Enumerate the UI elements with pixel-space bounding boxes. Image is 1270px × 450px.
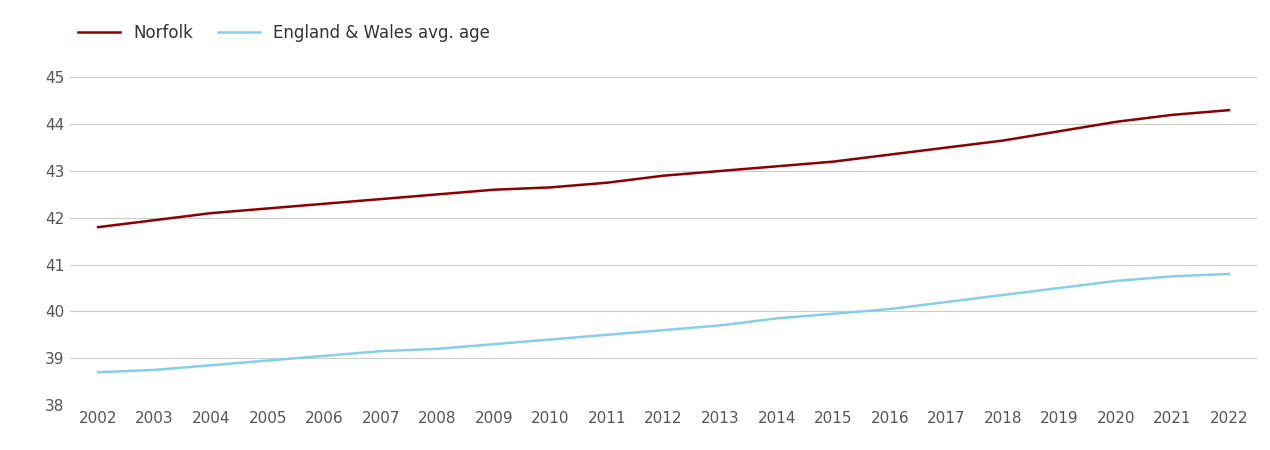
Norfolk bbox=[599, 180, 615, 185]
Norfolk bbox=[655, 173, 671, 178]
Norfolk bbox=[429, 192, 444, 197]
Norfolk bbox=[90, 225, 105, 230]
England & Wales avg. age bbox=[1165, 274, 1180, 279]
Norfolk bbox=[1109, 119, 1124, 125]
England & Wales avg. age bbox=[712, 323, 728, 328]
Norfolk bbox=[542, 184, 558, 190]
England & Wales avg. age bbox=[373, 348, 389, 354]
England & Wales avg. age bbox=[90, 369, 105, 375]
England & Wales avg. age bbox=[599, 332, 615, 338]
Legend: Norfolk, England & Wales avg. age: Norfolk, England & Wales avg. age bbox=[79, 24, 490, 42]
England & Wales avg. age bbox=[883, 306, 898, 312]
England & Wales avg. age bbox=[826, 311, 841, 316]
Norfolk bbox=[1052, 129, 1067, 134]
England & Wales avg. age bbox=[939, 299, 954, 305]
England & Wales avg. age bbox=[486, 342, 502, 347]
Norfolk bbox=[996, 138, 1011, 143]
England & Wales avg. age bbox=[1109, 278, 1124, 284]
Norfolk bbox=[203, 211, 218, 216]
Norfolk bbox=[373, 196, 389, 202]
Line: England & Wales avg. age: England & Wales avg. age bbox=[98, 274, 1229, 372]
Norfolk bbox=[486, 187, 502, 193]
Norfolk bbox=[939, 145, 954, 150]
Norfolk bbox=[826, 159, 841, 164]
England & Wales avg. age bbox=[655, 328, 671, 333]
Norfolk bbox=[883, 152, 898, 158]
Norfolk bbox=[712, 168, 728, 174]
Line: Norfolk: Norfolk bbox=[98, 110, 1229, 227]
Norfolk bbox=[147, 217, 163, 223]
Norfolk bbox=[1165, 112, 1180, 117]
England & Wales avg. age bbox=[542, 337, 558, 342]
England & Wales avg. age bbox=[996, 292, 1011, 298]
Norfolk bbox=[260, 206, 276, 211]
England & Wales avg. age bbox=[1222, 271, 1237, 277]
England & Wales avg. age bbox=[770, 316, 785, 321]
England & Wales avg. age bbox=[316, 353, 331, 359]
Norfolk bbox=[1222, 108, 1237, 113]
England & Wales avg. age bbox=[1052, 285, 1067, 291]
England & Wales avg. age bbox=[260, 358, 276, 363]
England & Wales avg. age bbox=[147, 367, 163, 373]
Norfolk bbox=[316, 201, 331, 207]
England & Wales avg. age bbox=[203, 363, 218, 368]
England & Wales avg. age bbox=[429, 346, 444, 351]
Norfolk bbox=[770, 164, 785, 169]
